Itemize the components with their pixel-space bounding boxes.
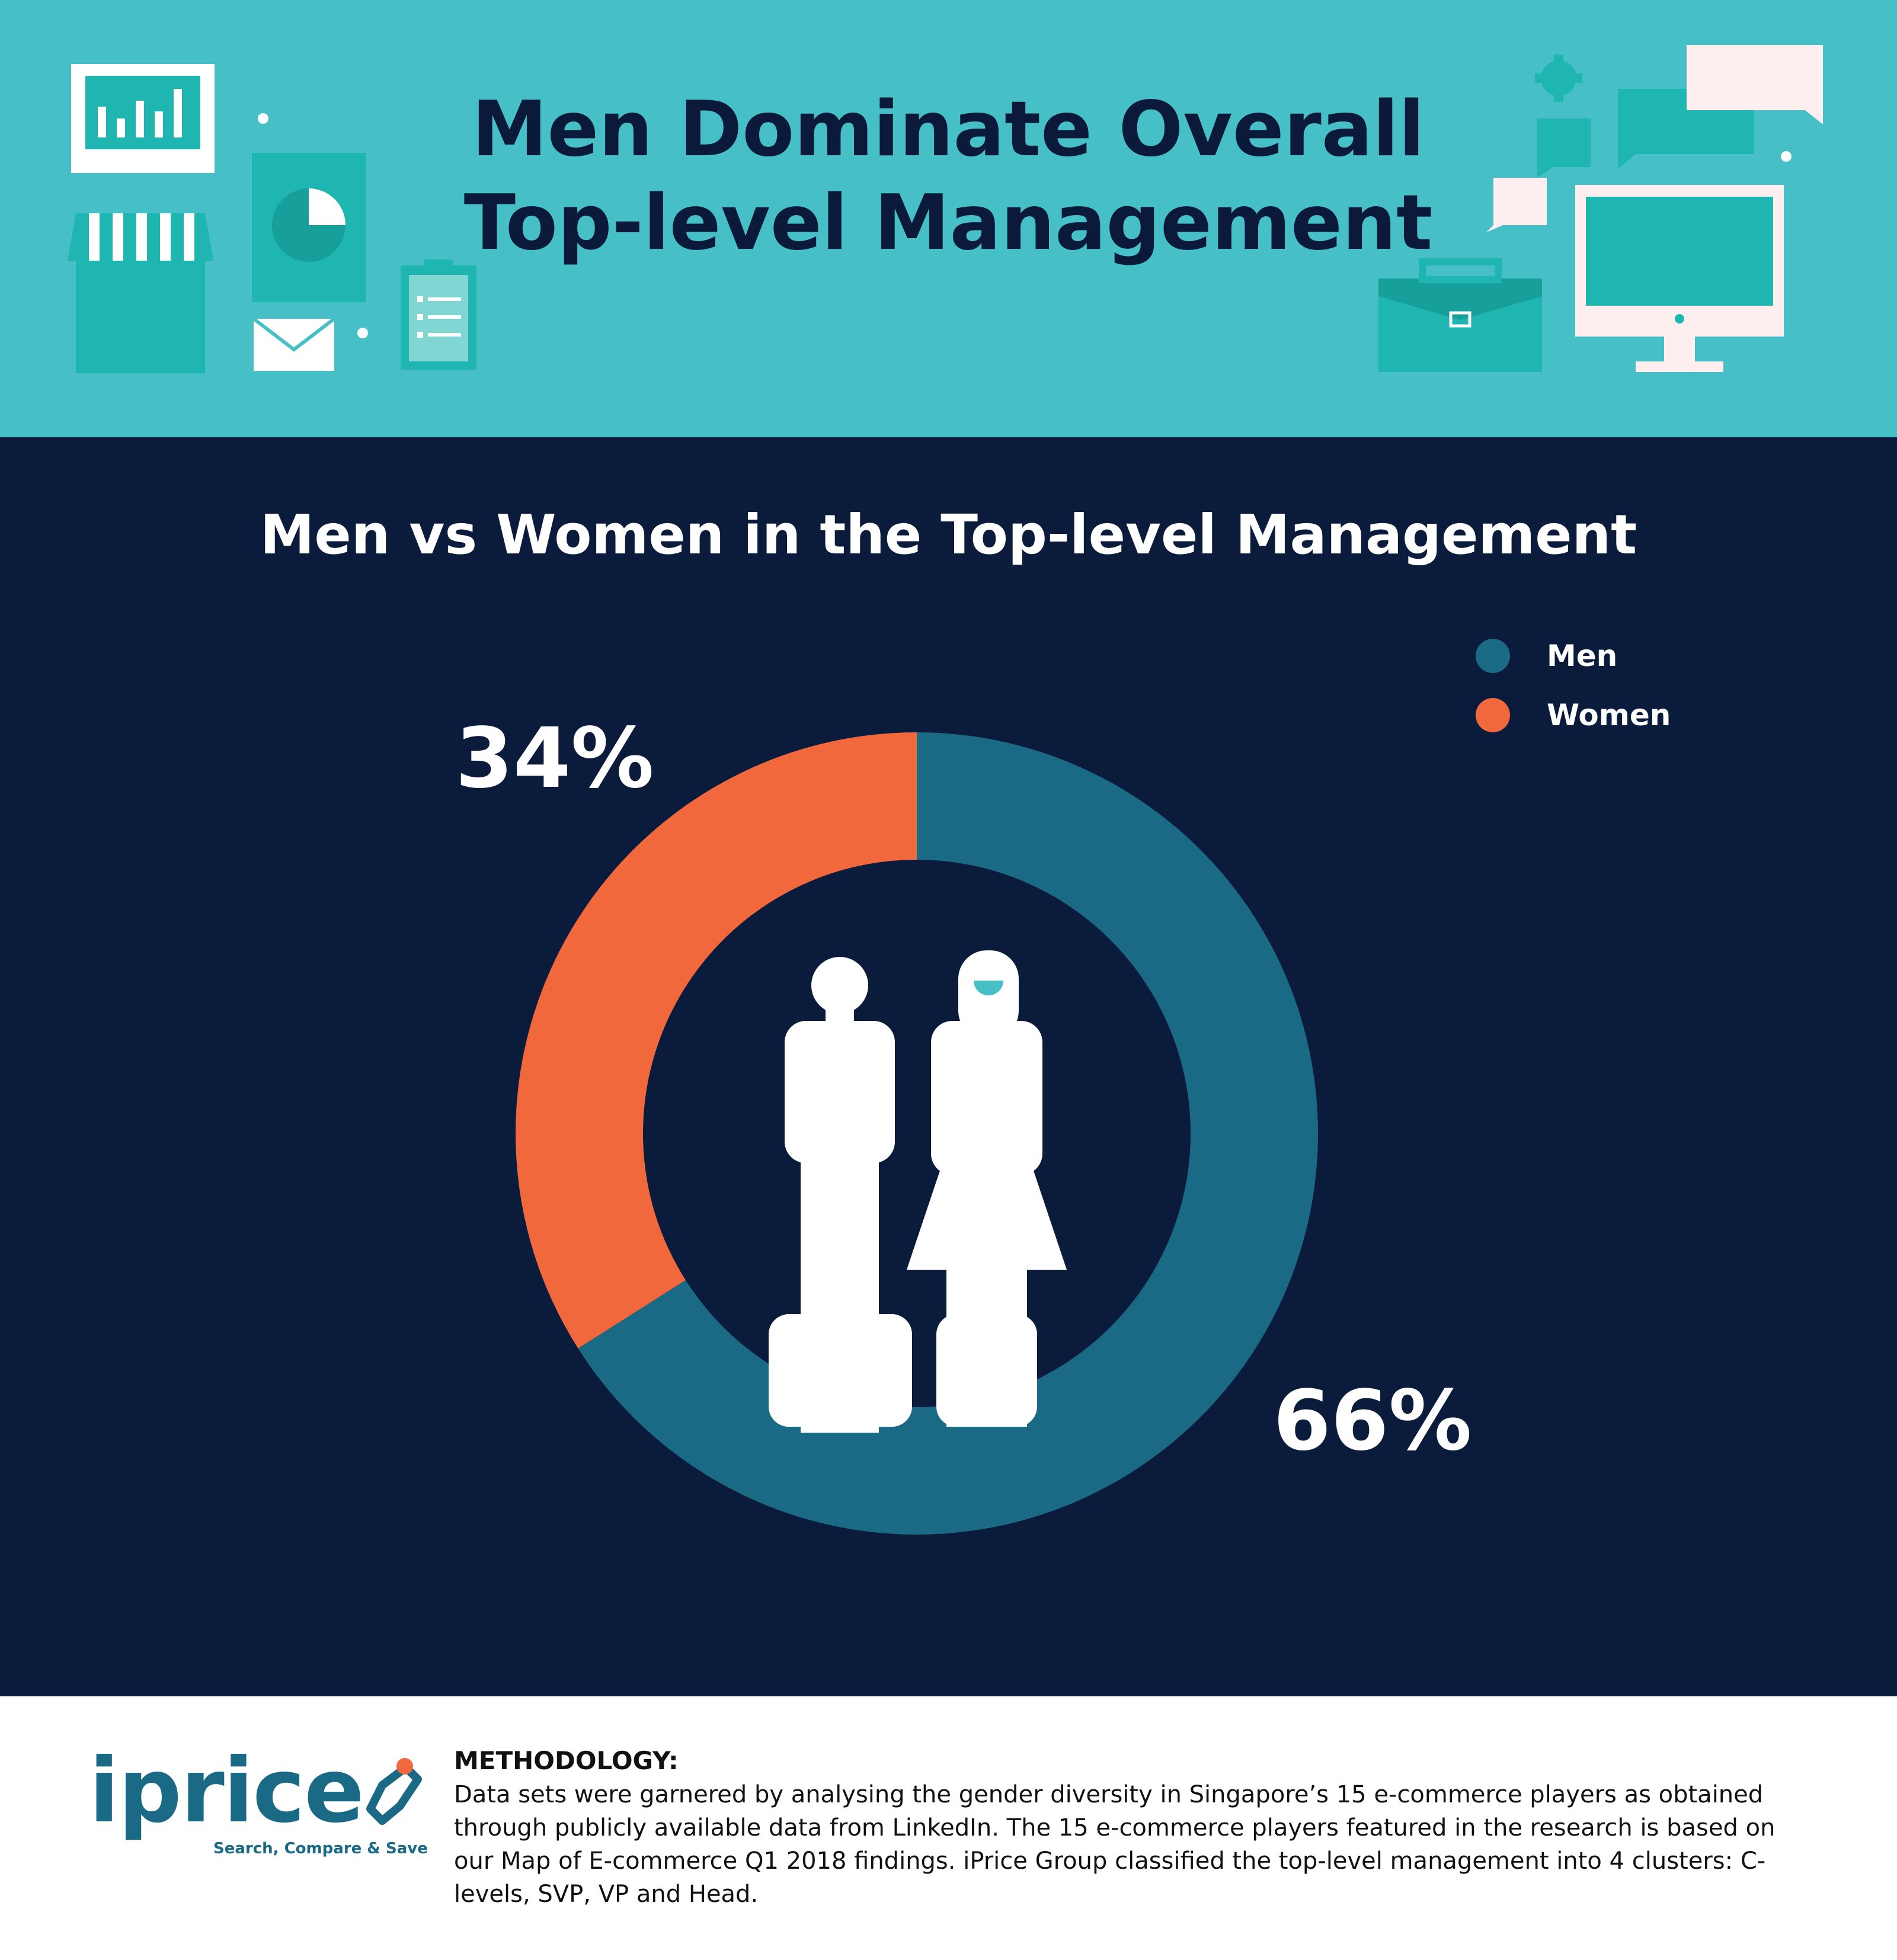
chat-bubble-icon [1486,45,1823,232]
chart-panel: Men vs Women in the Top-level Management… [0,437,1897,1696]
donut-slices [516,732,1318,1535]
store-icon [68,213,213,373]
donut-slice-women [516,732,917,1349]
header-banner: Men Dominate Overall Top-level Managemen… [0,0,1897,437]
bar-chart-icon [71,64,215,173]
header-illustrations [68,45,1823,373]
methodology: METHODOLOGY: Data sets were garnered by … [454,1744,1799,1911]
donut-slice-men [578,732,1318,1535]
legend-label-men: Men [1547,639,1618,673]
percent-label-women: 34% [455,710,654,807]
donut-percent-labels: 66% 34% [455,710,1471,1469]
clipboard-icon [401,260,476,370]
briefcase-icon [1378,258,1542,372]
methodology-heading: METHODOLOGY: [454,1746,679,1775]
tag-icon [366,1758,422,1825]
page-title-line-2: Top-level Management [463,179,1433,267]
pie-chart-document-icon [252,153,366,302]
desktop-monitor-icon [1575,185,1784,372]
men-and-women-icon [769,950,1067,1433]
envelope-icon [252,317,335,371]
iprice-logo: iprice Search, Compare & Save [89,1740,428,1857]
logo-wordmark: iprice [89,1740,364,1843]
legend-label-women: Women [1547,698,1671,732]
donut-chart: 66% 34% [455,710,1472,1535]
footer: iprice Search, Compare & Save METHODOLOG… [0,1696,1897,1960]
methodology-body: Data sets were garnered by analysing the… [454,1781,1776,1908]
page-title: Men Dominate Overall Top-level Managemen… [415,83,1482,270]
legend-swatch-women [1476,698,1510,732]
percent-label-men: 66% [1273,1373,1471,1469]
legend-swatch-men [1476,639,1510,673]
page-title-line-1: Men Dominate Overall [472,85,1425,174]
gear-icon [1535,55,1582,102]
chart-title: Men vs Women in the Top-level Management [260,503,1637,566]
logo-tagline: Search, Compare & Save [213,1840,428,1857]
